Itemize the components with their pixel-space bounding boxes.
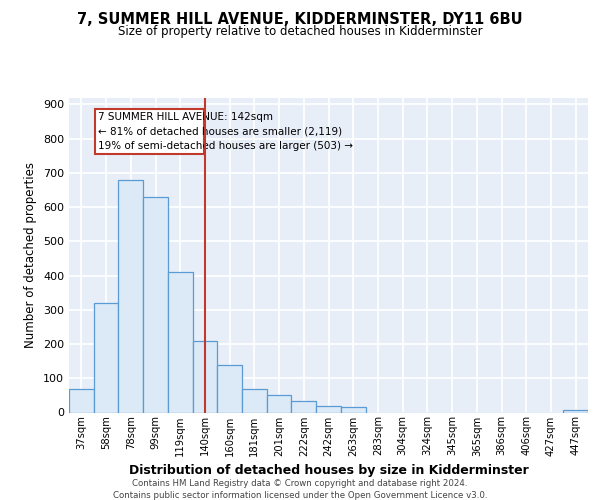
Bar xyxy=(267,396,292,412)
Bar xyxy=(193,340,217,412)
X-axis label: Distribution of detached houses by size in Kidderminster: Distribution of detached houses by size … xyxy=(128,464,529,477)
Bar xyxy=(316,406,341,412)
Bar xyxy=(94,303,118,412)
Y-axis label: Number of detached properties: Number of detached properties xyxy=(25,162,37,348)
Text: Contains HM Land Registry data © Crown copyright and database right 2024.: Contains HM Land Registry data © Crown c… xyxy=(132,479,468,488)
Bar xyxy=(168,272,193,412)
Bar xyxy=(341,408,365,412)
Text: 7, SUMMER HILL AVENUE, KIDDERMINSTER, DY11 6BU: 7, SUMMER HILL AVENUE, KIDDERMINSTER, DY… xyxy=(77,12,523,28)
Bar xyxy=(69,388,94,412)
Bar xyxy=(292,400,316,412)
Text: Contains public sector information licensed under the Open Government Licence v3: Contains public sector information licen… xyxy=(113,491,487,500)
Bar xyxy=(143,197,168,412)
Bar xyxy=(563,410,588,412)
Bar xyxy=(118,180,143,412)
Bar xyxy=(217,364,242,412)
Text: Size of property relative to detached houses in Kidderminster: Size of property relative to detached ho… xyxy=(118,25,482,38)
Text: 7 SUMMER HILL AVENUE: 142sqm
← 81% of detached houses are smaller (2,119)
19% of: 7 SUMMER HILL AVENUE: 142sqm ← 81% of de… xyxy=(98,112,353,151)
FancyBboxPatch shape xyxy=(95,110,203,154)
Bar xyxy=(242,388,267,412)
